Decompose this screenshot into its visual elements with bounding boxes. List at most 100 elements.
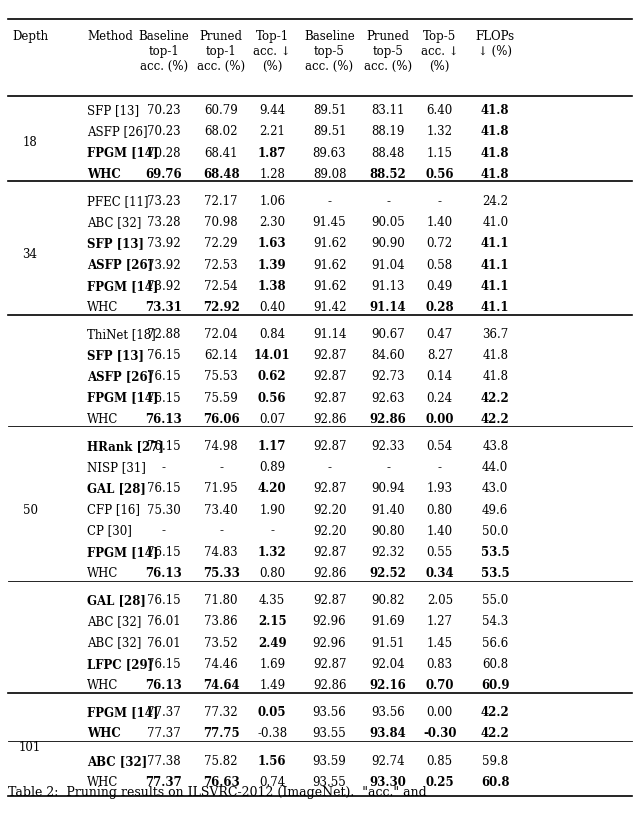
Text: 49.6: 49.6: [482, 504, 508, 517]
Text: 76.01: 76.01: [147, 615, 180, 628]
Text: 72.29: 72.29: [205, 238, 238, 251]
Text: -: -: [386, 462, 390, 475]
Text: -: -: [270, 524, 274, 537]
Text: 92.86: 92.86: [370, 413, 406, 426]
Text: 1.63: 1.63: [258, 238, 287, 251]
Text: 0.83: 0.83: [427, 658, 453, 671]
Text: 68.02: 68.02: [205, 125, 238, 138]
Text: 90.82: 90.82: [371, 594, 405, 607]
Text: 0.49: 0.49: [427, 280, 453, 292]
Text: 14.01: 14.01: [254, 349, 291, 362]
Text: 73.92: 73.92: [147, 280, 180, 292]
Text: 8.27: 8.27: [427, 349, 452, 362]
Text: 54.3: 54.3: [482, 615, 508, 628]
Text: 1.38: 1.38: [258, 280, 287, 292]
Text: 9.44: 9.44: [259, 104, 285, 117]
Text: 0.24: 0.24: [427, 392, 453, 405]
Text: 76.15: 76.15: [147, 594, 180, 607]
Text: 1.87: 1.87: [258, 147, 287, 160]
Text: 91.69: 91.69: [371, 615, 405, 628]
Text: 88.52: 88.52: [370, 168, 406, 181]
Text: 0.14: 0.14: [427, 370, 453, 383]
Text: FPGM [14]: FPGM [14]: [88, 545, 159, 558]
Text: 0.70: 0.70: [426, 679, 454, 692]
Text: 1.40: 1.40: [427, 217, 453, 230]
Text: 50: 50: [22, 504, 38, 517]
Text: 74.98: 74.98: [204, 440, 238, 453]
Text: Table 2:  Pruning results on ILSVRC-2012 (ImageNet).  "acc." and: Table 2: Pruning results on ILSVRC-2012 …: [8, 786, 426, 799]
Text: 69.76: 69.76: [145, 168, 182, 181]
Text: 0.56: 0.56: [258, 392, 287, 405]
Text: 41.1: 41.1: [481, 238, 509, 251]
Text: 91.62: 91.62: [313, 280, 346, 292]
Text: 73.31: 73.31: [145, 300, 182, 313]
Text: 93.84: 93.84: [370, 728, 406, 741]
Text: 1.69: 1.69: [259, 658, 285, 671]
Text: 92.87: 92.87: [313, 594, 346, 607]
Text: ABC [32]: ABC [32]: [88, 637, 142, 650]
Text: 77.75: 77.75: [203, 728, 239, 741]
Text: 41.1: 41.1: [481, 300, 509, 313]
Text: 1.93: 1.93: [427, 483, 453, 496]
Text: FPGM [14]: FPGM [14]: [88, 147, 159, 160]
Text: 75.82: 75.82: [205, 755, 238, 768]
Text: 60.79: 60.79: [204, 104, 238, 117]
Text: 91.14: 91.14: [313, 328, 346, 341]
Text: 0.89: 0.89: [259, 462, 285, 475]
Text: 76.15: 76.15: [147, 658, 180, 671]
Text: 91.62: 91.62: [313, 238, 346, 251]
Text: 60.9: 60.9: [481, 679, 509, 692]
Text: 74.83: 74.83: [204, 545, 238, 558]
Text: 90.80: 90.80: [371, 524, 405, 537]
Text: 0.00: 0.00: [427, 707, 453, 720]
Text: Top-5
acc. ↓
(%): Top-5 acc. ↓ (%): [421, 30, 459, 72]
Text: 1.32: 1.32: [427, 125, 452, 138]
Text: ABC [32]: ABC [32]: [88, 217, 142, 230]
Text: 75.30: 75.30: [147, 504, 180, 517]
Text: 91.04: 91.04: [371, 259, 405, 272]
Text: FPGM [14]: FPGM [14]: [88, 392, 159, 405]
Text: SFP [13]: SFP [13]: [88, 104, 140, 117]
Text: 41.8: 41.8: [481, 147, 509, 160]
Text: 90.94: 90.94: [371, 483, 405, 496]
Text: 92.63: 92.63: [371, 392, 405, 405]
Text: 1.40: 1.40: [427, 524, 453, 537]
Text: 0.07: 0.07: [259, 413, 285, 426]
Text: 41.1: 41.1: [481, 280, 509, 292]
Text: 42.2: 42.2: [481, 728, 509, 741]
Text: 77.38: 77.38: [147, 755, 180, 768]
Text: 92.96: 92.96: [313, 615, 346, 628]
Text: 76.15: 76.15: [147, 483, 180, 496]
Text: -: -: [438, 195, 442, 208]
Text: 0.85: 0.85: [427, 755, 453, 768]
Text: Pruned
top-1
acc. (%): Pruned top-1 acc. (%): [197, 30, 245, 72]
Text: 101: 101: [19, 742, 41, 755]
Text: 73.86: 73.86: [204, 615, 238, 628]
Text: 41.0: 41.0: [482, 217, 508, 230]
Text: 92.32: 92.32: [371, 545, 405, 558]
Text: 72.92: 72.92: [203, 300, 239, 313]
Text: 93.56: 93.56: [371, 707, 405, 720]
Text: 89.08: 89.08: [313, 168, 346, 181]
Text: 73.40: 73.40: [204, 504, 238, 517]
Text: 92.87: 92.87: [313, 545, 346, 558]
Text: 42.2: 42.2: [481, 392, 509, 405]
Text: -: -: [220, 462, 223, 475]
Text: WHC: WHC: [88, 300, 119, 313]
Text: 73.28: 73.28: [147, 217, 180, 230]
Text: 83.11: 83.11: [371, 104, 405, 117]
Text: 1.06: 1.06: [259, 195, 285, 208]
Text: 56.6: 56.6: [482, 637, 508, 650]
Text: 76.13: 76.13: [145, 679, 182, 692]
Text: -: -: [328, 195, 332, 208]
Text: 41.8: 41.8: [482, 349, 508, 362]
Text: 59.8: 59.8: [482, 755, 508, 768]
Text: 88.19: 88.19: [371, 125, 405, 138]
Text: 4.20: 4.20: [258, 483, 287, 496]
Text: NISP [31]: NISP [31]: [88, 462, 147, 475]
Text: 92.74: 92.74: [371, 755, 405, 768]
Text: WHC: WHC: [88, 776, 119, 789]
Text: 76.15: 76.15: [147, 392, 180, 405]
Text: 91.42: 91.42: [313, 300, 346, 313]
Text: 91.40: 91.40: [371, 504, 405, 517]
